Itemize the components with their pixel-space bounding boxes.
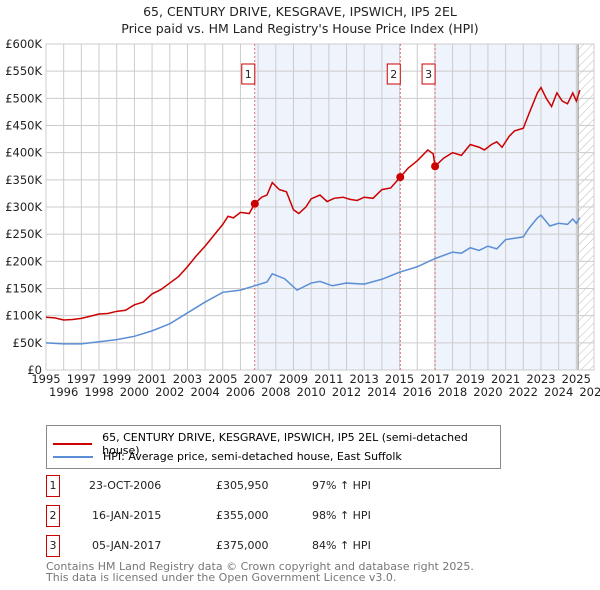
sale-row: 3 05-JAN-2017 £375,000 84% ↑ HPI: [46, 535, 546, 557]
sale-marker-box: [386, 63, 401, 85]
x-tick-label: 1996: [49, 385, 78, 399]
y-tick-label: £550K: [5, 64, 42, 78]
x-tick-label: 2007: [243, 372, 272, 386]
sale-number: 2: [46, 505, 60, 527]
y-tick-label: £150K: [5, 282, 42, 296]
sale-point: [431, 162, 440, 171]
x-tick-label: 2004: [190, 385, 219, 399]
sale-row: 1 23-OCT-2006 £305,950 97% ↑ HPI: [46, 475, 546, 497]
y-tick-label: £300K: [5, 200, 42, 214]
x-tick-label: 2008: [261, 385, 290, 399]
x-tick-label: 1998: [84, 385, 113, 399]
x-tick-label: 2017: [420, 372, 449, 386]
legend-label-property: 65, CENTURY DRIVE, KESGRAVE, IPSWICH, IP…: [102, 431, 468, 457]
sale-date: 16-JAN-2015: [92, 509, 162, 522]
x-tick-label: 2006: [226, 385, 255, 399]
sale-number: 1: [46, 475, 60, 497]
y-tick-label: £350K: [5, 173, 42, 187]
sale-price: £375,000: [216, 539, 269, 552]
x-tick-label: 2015: [385, 372, 414, 386]
x-tick-label: 2019: [456, 372, 485, 386]
x-tick-label: 1999: [102, 372, 131, 386]
x-tick-label: 2011: [314, 372, 343, 386]
sale-number: 3: [46, 535, 60, 557]
sale-marker-label: 3: [425, 68, 432, 81]
x-tick-label: 1995: [31, 372, 60, 386]
sale-marker-box: [241, 63, 256, 85]
y-tick-label: £50K: [13, 336, 43, 350]
x-tick-label: 2014: [367, 385, 396, 399]
sale-point: [396, 173, 405, 182]
sale-marker-box: [421, 63, 436, 85]
sale-hpi-change: 97% ↑ HPI: [312, 479, 371, 492]
plot-border: [45, 43, 595, 371]
footer-licence: This data is licensed under the Open Gov…: [46, 571, 397, 584]
chart-title: 65, CENTURY DRIVE, KESGRAVE, IPSWICH, IP…: [143, 4, 457, 19]
sale-marker-label: 2: [390, 68, 397, 81]
sale-row: 2 16-JAN-2015 £355,000 98% ↑ HPI: [46, 505, 546, 527]
x-tick-label: 2009: [279, 372, 308, 386]
legend-swatch-hpi: [53, 455, 93, 458]
sale-date: 23-OCT-2006: [89, 479, 162, 492]
x-tick-label: 2020: [473, 385, 502, 399]
series-line: [45, 85, 581, 321]
x-tick-label: 2001: [137, 372, 166, 386]
x-tick-label: 2016: [403, 385, 432, 399]
series-line: [45, 214, 581, 345]
x-tick-label: 2018: [438, 385, 467, 399]
footer-copyright: Contains HM Land Registry data © Crown c…: [46, 560, 474, 573]
x-tick-label: 2025: [562, 372, 591, 386]
x-tick-label: 2026: [579, 385, 600, 399]
x-tick-label: 2003: [173, 372, 202, 386]
y-tick-label: £200K: [5, 254, 42, 268]
sale-price: £355,000: [216, 509, 269, 522]
x-tick-label: 2002: [155, 385, 184, 399]
legend-label-hpi: HPI: Average price, semi-detached house,…: [103, 450, 402, 463]
y-tick-label: £100K: [5, 309, 42, 323]
sale-point: [250, 199, 259, 208]
x-tick-label: 2023: [526, 372, 555, 386]
x-tick-label: 2000: [120, 385, 149, 399]
y-tick-label: £250K: [5, 227, 42, 241]
x-tick-label: 2024: [544, 385, 573, 399]
sale-hpi-change: 84% ↑ HPI: [312, 539, 371, 552]
legend-swatch-property: [53, 443, 93, 445]
sale-hpi-change: 98% ↑ HPI: [312, 509, 371, 522]
sale-date: 05-JAN-2017: [92, 539, 162, 552]
y-tick-label: £400K: [5, 146, 42, 160]
x-tick-label: 2010: [297, 385, 326, 399]
x-tick-label: 2013: [350, 372, 379, 386]
price-chart: 1995199619971998199920002001200220032004…: [5, 37, 600, 399]
y-tick-label: £600K: [5, 37, 42, 51]
x-tick-label: 2021: [491, 372, 520, 386]
y-tick-label: £450K: [5, 119, 42, 133]
sale-marker-label: 1: [245, 68, 252, 81]
chart-subtitle: Price paid vs. HM Land Registry's House …: [121, 21, 479, 36]
x-tick-label: 1997: [67, 372, 96, 386]
y-tick-label: £0: [27, 363, 42, 377]
x-tick-label: 2012: [332, 385, 361, 399]
sale-price: £305,950: [216, 479, 269, 492]
legend: 65, CENTURY DRIVE, KESGRAVE, IPSWICH, IP…: [46, 425, 501, 469]
x-tick-label: 2022: [509, 385, 538, 399]
y-tick-label: £500K: [5, 91, 42, 105]
x-tick-label: 2005: [208, 372, 237, 386]
